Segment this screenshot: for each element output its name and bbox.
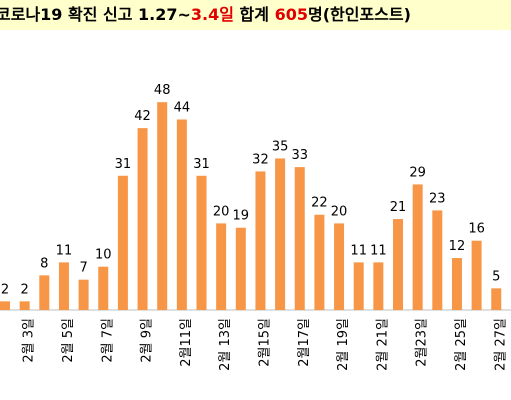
bar bbox=[471, 240, 482, 310]
bar bbox=[393, 219, 403, 310]
chart-title: 코로나19 확진 신고 1.27~3.4일 합계 605명(한인포스트) bbox=[0, 5, 411, 24]
bar bbox=[216, 223, 227, 310]
value-label: 33 bbox=[291, 148, 308, 163]
bar bbox=[432, 210, 443, 310]
value-label: 19 bbox=[233, 209, 250, 224]
x-tick-label: 2월 19일 bbox=[336, 318, 351, 371]
value-label: 16 bbox=[468, 222, 485, 237]
x-tick-label: 2월 9일 bbox=[140, 318, 155, 363]
value-label: 5 bbox=[492, 269, 500, 284]
value-label: 11 bbox=[370, 243, 387, 258]
x-tick-label: 2월 13일 bbox=[218, 318, 233, 371]
value-label: 20 bbox=[213, 204, 230, 219]
bar bbox=[78, 279, 89, 310]
x-tick-label: 2월11일 bbox=[179, 318, 194, 367]
bar bbox=[314, 214, 325, 310]
value-label: 31 bbox=[115, 157, 132, 172]
bar bbox=[117, 175, 128, 310]
x-tick-label: 2월23일 bbox=[415, 318, 430, 367]
title-band bbox=[0, 0, 511, 30]
title-part: 코로나19 확진 신고 1.27~ bbox=[0, 5, 191, 24]
value-label: 2 bbox=[21, 282, 29, 297]
value-label: 29 bbox=[409, 165, 426, 180]
value-label: 2 bbox=[1, 282, 9, 297]
value-label: 42 bbox=[134, 109, 151, 124]
bar bbox=[176, 119, 187, 310]
bar bbox=[0, 301, 10, 310]
bar bbox=[373, 262, 384, 310]
title-part: 합계 bbox=[234, 5, 275, 24]
x-tick-label: 2월 5일 bbox=[61, 318, 76, 363]
value-label: 12 bbox=[449, 239, 466, 254]
bar bbox=[235, 227, 246, 310]
bar bbox=[353, 262, 364, 310]
x-tick-label: 2월 25일 bbox=[454, 318, 469, 371]
bar bbox=[294, 167, 305, 310]
bar bbox=[39, 275, 50, 310]
bar bbox=[451, 258, 462, 310]
bar bbox=[157, 102, 168, 310]
bar bbox=[19, 301, 30, 310]
value-label: 7 bbox=[79, 261, 87, 276]
value-label: 22 bbox=[311, 196, 328, 211]
value-label: 31 bbox=[193, 157, 210, 172]
title-part: 3.4일 bbox=[191, 5, 234, 24]
bar bbox=[412, 184, 423, 310]
value-label: 44 bbox=[174, 100, 191, 115]
x-tick-label: 2월15일 bbox=[257, 318, 272, 367]
bar bbox=[196, 175, 207, 310]
bar bbox=[491, 288, 502, 310]
bar bbox=[255, 171, 266, 310]
bar bbox=[275, 158, 286, 310]
value-label: 32 bbox=[252, 152, 269, 167]
value-label: 35 bbox=[272, 139, 289, 154]
value-label: 48 bbox=[154, 83, 171, 98]
title-part: 명(한인포스트) bbox=[308, 5, 411, 24]
x-tick-label: 2월17일 bbox=[297, 318, 312, 367]
x-tick-label: 2월 3일 bbox=[22, 318, 37, 363]
x-tick-label: 2월 7일 bbox=[100, 318, 115, 363]
value-label: 10 bbox=[95, 248, 112, 263]
bar bbox=[137, 128, 148, 310]
value-label: 8 bbox=[40, 256, 48, 271]
value-label: 11 bbox=[350, 243, 367, 258]
bar bbox=[98, 266, 109, 310]
title-part: 605 bbox=[275, 5, 308, 24]
x-tick-label: 2월 27일 bbox=[493, 318, 508, 371]
value-label: 20 bbox=[331, 204, 348, 219]
value-label: 21 bbox=[390, 200, 407, 215]
bar bbox=[334, 223, 345, 310]
value-label: 23 bbox=[429, 191, 446, 206]
value-label: 11 bbox=[56, 243, 73, 258]
bar bbox=[58, 262, 69, 310]
x-tick-label: 2월 21일 bbox=[375, 318, 390, 371]
